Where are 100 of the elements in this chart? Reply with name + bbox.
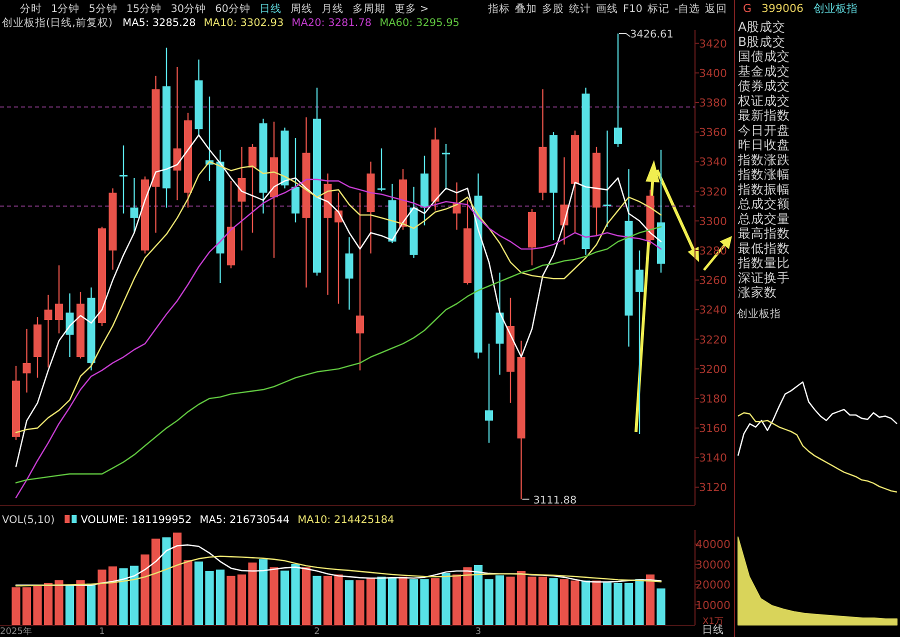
bar xyxy=(76,580,85,625)
text: MA10: 214425184 xyxy=(298,514,394,526)
bar xyxy=(484,579,494,625)
bar xyxy=(172,532,182,625)
bar xyxy=(398,576,408,625)
bar xyxy=(614,582,622,625)
bar xyxy=(86,584,96,625)
bar xyxy=(366,578,376,625)
text: 昨日收盘 xyxy=(738,137,790,152)
text: 最新指数 xyxy=(738,108,790,122)
y-tick-label: 3220 xyxy=(699,333,727,346)
text: MA60: 3295.95 xyxy=(380,17,460,29)
bar xyxy=(44,582,53,625)
y-tick-label: 3260 xyxy=(699,274,727,288)
bar xyxy=(506,576,515,625)
bar xyxy=(356,580,364,625)
bar xyxy=(635,579,644,625)
bar xyxy=(54,580,64,625)
bar xyxy=(656,588,666,625)
candlestick xyxy=(238,146,246,252)
text: 今日开盘 xyxy=(738,122,790,138)
bar xyxy=(270,567,278,625)
candlestick xyxy=(66,292,74,358)
text: 30分钟 xyxy=(170,3,206,15)
bar xyxy=(420,579,429,625)
line-series xyxy=(15,226,662,484)
bar xyxy=(334,574,343,625)
text: 月线 xyxy=(322,2,344,15)
y-tick-label: 30000 xyxy=(696,558,730,572)
annotation: 3111.88 xyxy=(533,494,577,506)
bar xyxy=(226,576,236,625)
bar xyxy=(624,582,634,625)
text: 统计 xyxy=(569,2,591,15)
text: MA20: 3281.78 xyxy=(292,17,372,29)
bar xyxy=(119,568,128,625)
x-tick-label: 2025年 xyxy=(0,626,32,637)
series-label: MA5: 216730544 xyxy=(200,514,290,526)
bar xyxy=(452,574,462,625)
text: 权证成交 xyxy=(737,92,790,108)
line-series xyxy=(15,544,662,586)
candlestick xyxy=(636,250,644,435)
text: 指数量比 xyxy=(737,255,790,270)
y-tick-label: 3320 xyxy=(699,185,727,198)
bar xyxy=(302,567,311,625)
text: 周线 xyxy=(290,2,312,15)
bar xyxy=(409,579,418,625)
bar xyxy=(151,538,160,625)
text: 返回 xyxy=(705,2,728,15)
bar xyxy=(516,571,526,625)
bar xyxy=(581,580,590,625)
candlestick xyxy=(44,294,52,368)
candlestick xyxy=(603,130,612,228)
candlestick xyxy=(248,143,256,234)
text: 标记 xyxy=(646,3,670,15)
bar xyxy=(258,559,268,625)
y-tick-label: 3360 xyxy=(699,126,727,140)
text: 15分钟 xyxy=(126,3,162,15)
candlestick xyxy=(356,192,364,371)
text: 基金成交 xyxy=(738,63,790,78)
candlestick xyxy=(485,343,493,444)
bar xyxy=(549,578,558,625)
line-series xyxy=(15,134,662,468)
bar xyxy=(65,585,74,625)
bar xyxy=(162,537,171,625)
x-tick-label: 2 xyxy=(314,627,320,637)
y-tick-label: 3200 xyxy=(699,362,727,376)
bar xyxy=(205,571,214,625)
text: 总成交量 xyxy=(737,210,790,226)
y-tick-label: 3400 xyxy=(699,66,727,80)
bar xyxy=(388,578,397,625)
y-tick-label: 3240 xyxy=(699,304,727,317)
bar xyxy=(495,575,504,625)
text: 总成交额 xyxy=(737,196,790,211)
y-tick-label: 10000 xyxy=(696,598,730,612)
y-tick-label: 3160 xyxy=(699,422,727,436)
text: 叠加 xyxy=(515,2,537,15)
bar xyxy=(140,554,150,625)
candlestick xyxy=(173,66,182,201)
text: 指标 xyxy=(487,3,510,15)
y-tick-label: 3120 xyxy=(699,481,727,494)
text: 60分钟 xyxy=(215,3,250,15)
bar xyxy=(184,560,192,625)
bar xyxy=(538,576,548,625)
text: MA10: 3302.93 xyxy=(204,17,284,29)
text: 债券成交 xyxy=(738,78,790,93)
bar xyxy=(237,574,246,625)
text: 日线 xyxy=(260,2,282,15)
chart-title: 创业板指(日线,前复权) xyxy=(2,16,113,29)
text: F10 xyxy=(623,3,642,15)
text: 指数涨跌 xyxy=(737,152,790,167)
annotation: 3426.61 xyxy=(630,28,674,41)
text: 指数振幅 xyxy=(737,181,790,196)
bar xyxy=(474,564,483,625)
bar xyxy=(560,579,569,625)
text: 5分钟 xyxy=(88,3,118,15)
text: 分时 xyxy=(20,2,42,15)
y-tick-label: 20000 xyxy=(696,578,730,592)
line-series xyxy=(15,556,662,586)
y-tick-label: 3180 xyxy=(699,392,727,406)
bar xyxy=(248,562,257,625)
